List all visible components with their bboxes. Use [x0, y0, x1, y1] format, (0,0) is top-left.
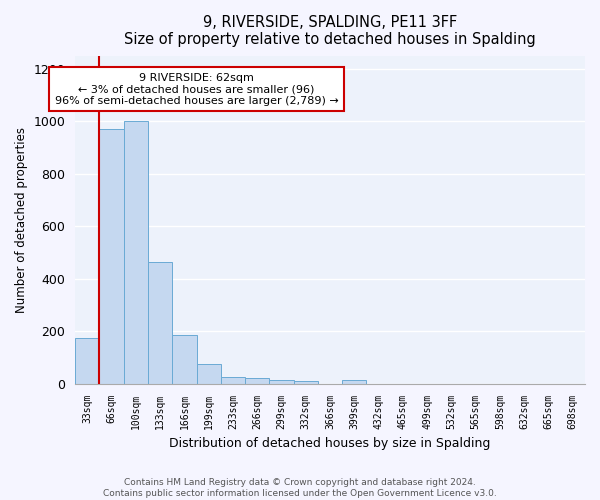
Bar — [75, 338, 100, 384]
Bar — [148, 262, 172, 384]
Bar — [245, 378, 269, 384]
X-axis label: Distribution of detached houses by size in Spalding: Distribution of detached houses by size … — [169, 437, 491, 450]
Bar — [100, 129, 124, 384]
Y-axis label: Number of detached properties: Number of detached properties — [15, 126, 28, 312]
Bar — [342, 380, 367, 384]
Bar — [197, 364, 221, 384]
Text: Contains HM Land Registry data © Crown copyright and database right 2024.
Contai: Contains HM Land Registry data © Crown c… — [103, 478, 497, 498]
Bar — [124, 121, 148, 384]
Title: 9, RIVERSIDE, SPALDING, PE11 3FF
Size of property relative to detached houses in: 9, RIVERSIDE, SPALDING, PE11 3FF Size of… — [124, 15, 536, 48]
Bar — [293, 381, 318, 384]
Bar — [221, 377, 245, 384]
Bar — [172, 335, 197, 384]
Text: 9 RIVERSIDE: 62sqm
← 3% of detached houses are smaller (96)
96% of semi-detached: 9 RIVERSIDE: 62sqm ← 3% of detached hous… — [55, 72, 338, 106]
Bar — [269, 380, 293, 384]
